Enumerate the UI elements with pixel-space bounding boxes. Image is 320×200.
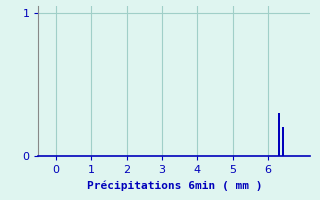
Bar: [277, 113, 280, 156]
X-axis label: Précipitations 6min ( mm ): Précipitations 6min ( mm ): [87, 181, 262, 191]
Bar: [282, 127, 284, 156]
